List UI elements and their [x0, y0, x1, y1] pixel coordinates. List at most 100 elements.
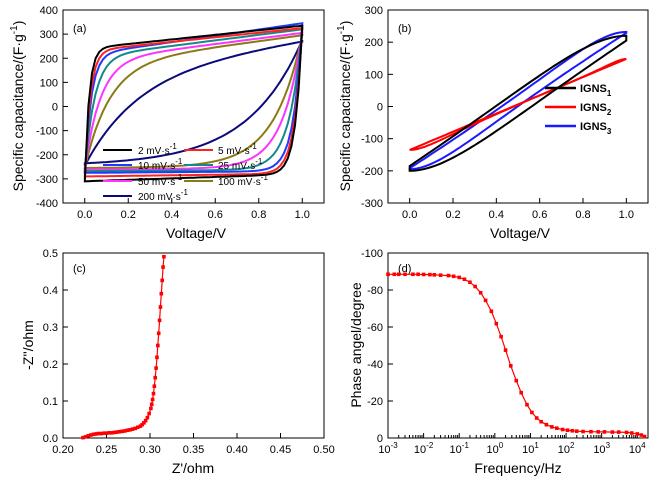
- panel-b-legend-item-1: IGNS1: [545, 83, 612, 98]
- data-point: [503, 348, 508, 352]
- data-point: [154, 366, 158, 370]
- series-line: [409, 57, 627, 151]
- data-point: [151, 391, 156, 396]
- data-point: [616, 430, 621, 434]
- y-tick-label: 300: [365, 5, 383, 17]
- panel-d-ticks: 10-3 10-2 10-1 100 101 102 103 1040-20-40-60-80…: [361, 248, 649, 456]
- data-point: [89, 433, 93, 437]
- data-point: [483, 298, 488, 303]
- y-tick-label: 0: [377, 433, 383, 445]
- series-line: [388, 273, 645, 438]
- panel-b: (b) Voltage/V Specific capacitance/(F·g-…: [336, 5, 649, 241]
- x-tick-label: 0.2: [445, 209, 460, 221]
- data-point: [157, 318, 162, 323]
- panel-c-label: (c): [73, 263, 86, 275]
- panel-b-ticks: 0.0 0.2 0.4 0.6 0.8 1.0 -300 -200 -100 0 100 200 300: [361, 5, 634, 221]
- data-point: [145, 415, 150, 420]
- data-point: [142, 421, 146, 425]
- panel-a-legend-item-25: 25 mV·s-1: [184, 157, 263, 172]
- data-point: [596, 430, 601, 434]
- data-point: [155, 355, 159, 360]
- data-point: [489, 309, 494, 314]
- data-point: [555, 426, 559, 430]
- legend-label: 50 mV·s-1: [138, 173, 183, 188]
- y-tick-label: 300: [40, 29, 58, 41]
- data-point: [534, 416, 539, 420]
- y-tick-label: -80: [367, 285, 383, 297]
- data-point: [91, 432, 96, 437]
- x-tick-label: 0.6: [532, 209, 547, 221]
- x-tick-label: 10-2: [414, 441, 434, 456]
- data-point: [150, 397, 155, 402]
- x-tick-label: 103: [593, 441, 610, 456]
- panel-a-legend-item-10: 10 mV·s-1: [103, 157, 183, 172]
- data-point: [128, 428, 132, 432]
- panel-a-ticks: 0.0 0.2 0.4 0.6 0.8 1.0 -400 -300 -200 -100 0 100 20…: [36, 5, 310, 221]
- x-tick-label: 104: [629, 441, 646, 456]
- panel-c-xlabel: Z'/ohm: [172, 460, 214, 476]
- panel-b-ylabel: Specific capacitance/(F·g-1): [336, 21, 353, 192]
- data-point: [136, 425, 140, 430]
- data-point: [96, 431, 101, 436]
- legend-label: 200 mV·s-1: [138, 188, 188, 203]
- data-point: [525, 402, 529, 407]
- panel-a-legend-item-5: 5 mV·s-1: [184, 142, 257, 157]
- panel-a-xlabel: Voltage/V: [166, 225, 227, 241]
- panel-d-xlabel: Frequency/Hz: [474, 460, 561, 476]
- x-tick-label: 0.35: [183, 444, 204, 456]
- x-tick-label: 0.8: [575, 209, 590, 221]
- panel-b-legend-item-3: IGNS3: [545, 121, 612, 136]
- y-tick-label: -20: [367, 396, 383, 408]
- x-tick-label: 0.0: [402, 209, 417, 221]
- series-line: [83, 39, 304, 167]
- data-point: [158, 305, 163, 309]
- data-point: [130, 427, 135, 431]
- y-tick-label: 400: [40, 5, 58, 17]
- data-point: [396, 272, 401, 277]
- data-point: [122, 429, 127, 433]
- y-tick-label: -300: [361, 198, 383, 210]
- data-point: [86, 433, 91, 438]
- data-point: [589, 429, 593, 434]
- legend-label: 5 mV·s-1: [218, 142, 257, 157]
- x-tick-label: 0.20: [52, 444, 73, 456]
- panel-c-series: [81, 254, 166, 440]
- x-tick-label: 10-1: [450, 441, 470, 456]
- y-tick-label: -300: [36, 174, 58, 186]
- x-tick-label: 0.25: [96, 444, 117, 456]
- panel-d-label: (d): [398, 263, 411, 275]
- data-point: [610, 430, 615, 434]
- data-point: [403, 272, 407, 277]
- x-tick-label: 0.45: [270, 444, 291, 456]
- y-tick-label: -40: [367, 359, 383, 371]
- y-tick-label: 200: [365, 37, 383, 49]
- x-tick-label: 0.50: [313, 444, 334, 456]
- legend-label: IGNS1: [580, 83, 612, 98]
- y-tick-label: 0.3: [43, 322, 58, 334]
- data-point: [446, 273, 451, 278]
- panel-b-series: [408, 30, 628, 172]
- y-tick-label: 0: [52, 102, 58, 114]
- data-point: [462, 277, 467, 282]
- data-point: [115, 430, 119, 434]
- data-point: [565, 428, 570, 433]
- series-line: [83, 24, 304, 183]
- x-tick-label: 0.0: [77, 209, 92, 221]
- y-tick-label: 0.4: [43, 285, 58, 297]
- y-tick-label: -100: [361, 248, 383, 260]
- data-point: [438, 273, 443, 277]
- y-tick-label: -100: [361, 134, 383, 146]
- data-point: [642, 434, 647, 439]
- data-point: [117, 429, 122, 434]
- legend-label: IGNS3: [580, 121, 612, 136]
- x-tick-label: 0.2: [121, 209, 136, 221]
- data-point: [478, 290, 483, 295]
- data-point: [635, 432, 640, 436]
- panel-a-label: (a): [73, 23, 86, 35]
- data-point: [81, 435, 85, 440]
- data-point: [421, 272, 426, 277]
- data-point: [149, 402, 154, 407]
- legend-label: 10 mV·s-1: [138, 157, 183, 172]
- data-point: [416, 272, 420, 277]
